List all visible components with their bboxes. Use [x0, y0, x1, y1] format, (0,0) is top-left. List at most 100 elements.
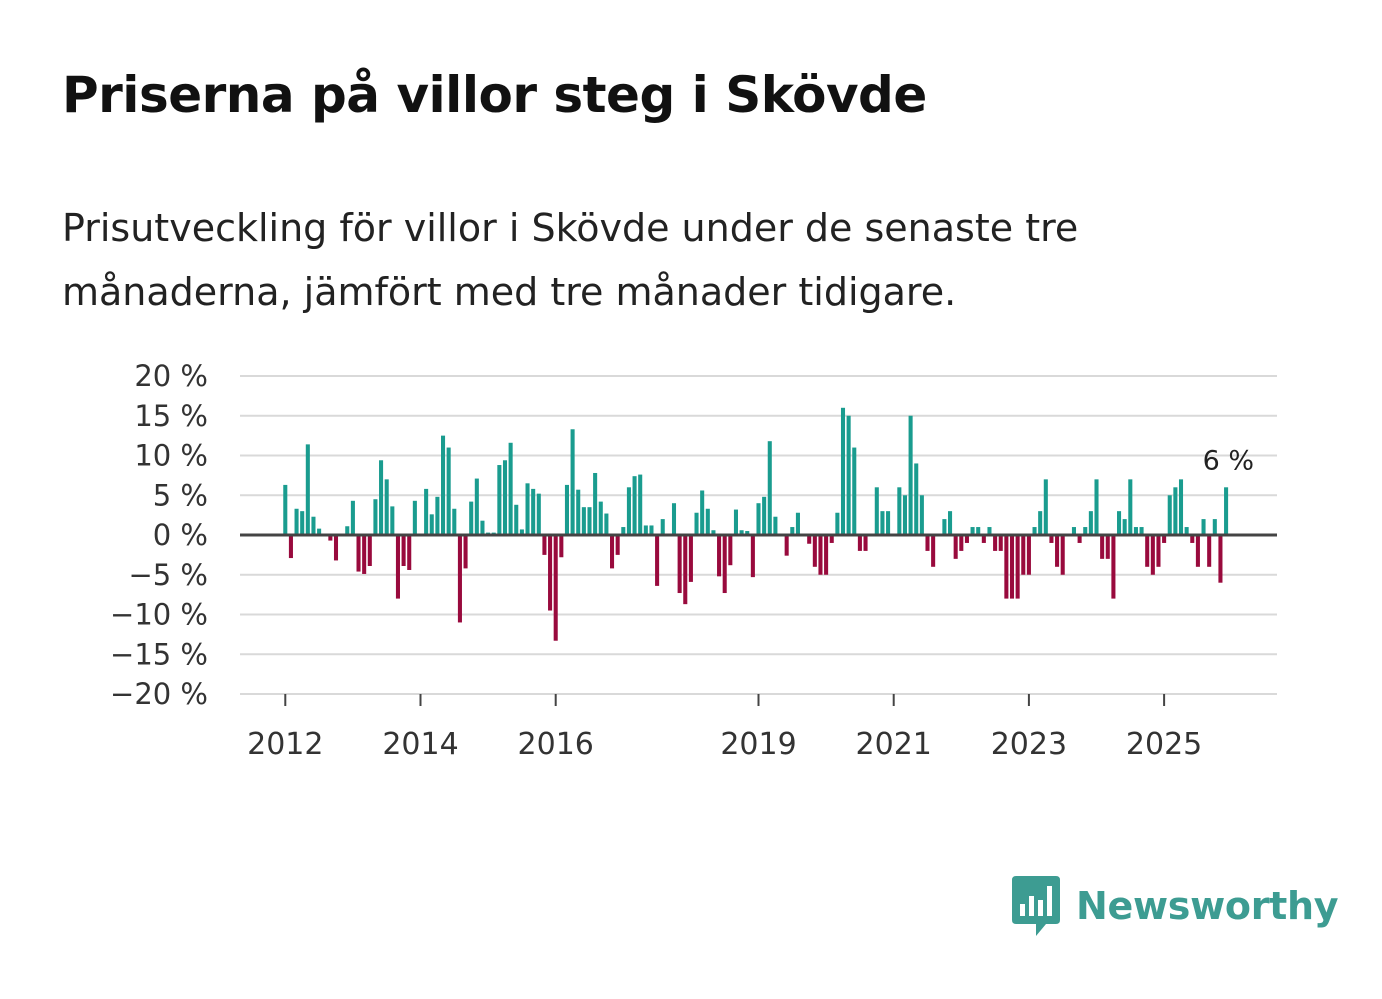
bar-negative [1145, 535, 1150, 567]
x-tick-label: 2014 [382, 727, 458, 762]
bar-positive [497, 465, 502, 535]
x-tick-label: 2025 [1126, 727, 1202, 762]
bar-negative [401, 535, 406, 566]
bar-negative [1105, 535, 1110, 559]
bar-positive [576, 489, 581, 535]
bar-positive [531, 488, 536, 535]
bar-negative [559, 535, 564, 558]
bar-negative [829, 535, 834, 543]
bar-positive [874, 487, 879, 535]
x-tick-label: 2021 [856, 727, 932, 762]
y-tick-label: −5 % [128, 558, 208, 592]
bar-negative [784, 535, 789, 556]
bar-positive [840, 407, 846, 535]
bar-positive [773, 516, 778, 535]
bar-negative [1207, 535, 1212, 567]
bar-negative [857, 535, 862, 551]
bar-negative [367, 535, 372, 566]
bar-positive [373, 499, 378, 535]
bar-positive [976, 527, 981, 535]
bar-positive [283, 484, 288, 535]
bar-positive [948, 511, 953, 535]
bar-positive [1167, 495, 1172, 535]
bar-positive [711, 530, 716, 535]
bar-negative [457, 535, 462, 623]
bar-positive [621, 527, 626, 535]
bar-positive [846, 415, 851, 535]
bar-positive [604, 513, 609, 535]
bar-negative [1077, 535, 1082, 543]
bar-positive [987, 527, 992, 535]
brand-logo: Newsworthy [1010, 876, 1339, 936]
bar-positive [626, 487, 631, 535]
bar-negative [863, 535, 868, 551]
bar-positive [598, 501, 603, 535]
x-tick-label: 2019 [720, 727, 796, 762]
bar-positive [311, 516, 316, 535]
bar-negative [818, 535, 823, 575]
bar-positive [1133, 527, 1138, 535]
last-value-label: 6 % [1203, 445, 1254, 476]
bar-negative [362, 535, 367, 574]
bar-positive [525, 483, 530, 535]
brand-name: Newsworthy [1076, 884, 1339, 928]
bar-negative [824, 535, 829, 575]
bar-positive [441, 435, 446, 536]
bar-positive [379, 460, 384, 535]
bar-positive [1094, 479, 1099, 535]
bar-negative [683, 535, 688, 605]
y-tick-label: −20 % [110, 677, 208, 711]
bar-positive [1184, 527, 1189, 535]
bar-negative [998, 535, 1003, 551]
chart-subtitle: Prisutveckling för villor i Skövde under… [62, 206, 1079, 314]
bar-negative [1156, 535, 1161, 567]
bar-negative [1218, 535, 1223, 583]
bar-positive [700, 490, 705, 535]
bar-negative [1055, 535, 1060, 567]
bar-positive [508, 442, 513, 535]
y-tick-label: 10 % [134, 439, 208, 473]
bar-negative [1195, 535, 1200, 567]
bar-positive [1128, 479, 1133, 535]
x-tick-label: 2023 [991, 727, 1067, 762]
bar-positive [767, 441, 772, 535]
bar-negative [728, 535, 733, 566]
bar-positive [671, 503, 677, 535]
bar-positive [942, 519, 947, 535]
bar-negative [356, 535, 361, 572]
bar-negative [964, 535, 969, 543]
bar-positive [902, 495, 907, 535]
bar-negative [1100, 535, 1105, 559]
bar-negative [1111, 535, 1116, 599]
bar-positive [587, 507, 592, 535]
bar-positive [570, 429, 575, 535]
bar-negative [1060, 535, 1065, 575]
bar-positive [790, 527, 795, 535]
bar-positive [649, 525, 654, 535]
bar-positive [632, 476, 637, 535]
bar-positive [762, 496, 767, 535]
bar-negative [1049, 535, 1054, 543]
bar-positive [1173, 487, 1178, 535]
bar-positive [835, 512, 840, 535]
bar-negative [750, 535, 755, 578]
bar-positive [514, 504, 519, 535]
bar-positive [446, 447, 451, 535]
bar-positive [350, 500, 355, 535]
bar-negative [655, 535, 660, 586]
bar-positive [384, 479, 389, 535]
y-tick-label: 0 % [153, 518, 208, 552]
bar-positive [317, 528, 322, 535]
bar-negative [931, 535, 936, 567]
bar-positive [638, 474, 643, 535]
bar-negative [1021, 535, 1026, 575]
bar-negative [328, 535, 333, 541]
bar-positive [795, 512, 800, 535]
bar-positive [536, 493, 541, 535]
bar-positive [897, 487, 902, 535]
bar-positive [429, 514, 434, 535]
bar-negative [1015, 535, 1020, 599]
y-tick-label: 20 % [134, 359, 208, 393]
y-tick-label: 15 % [134, 399, 208, 433]
